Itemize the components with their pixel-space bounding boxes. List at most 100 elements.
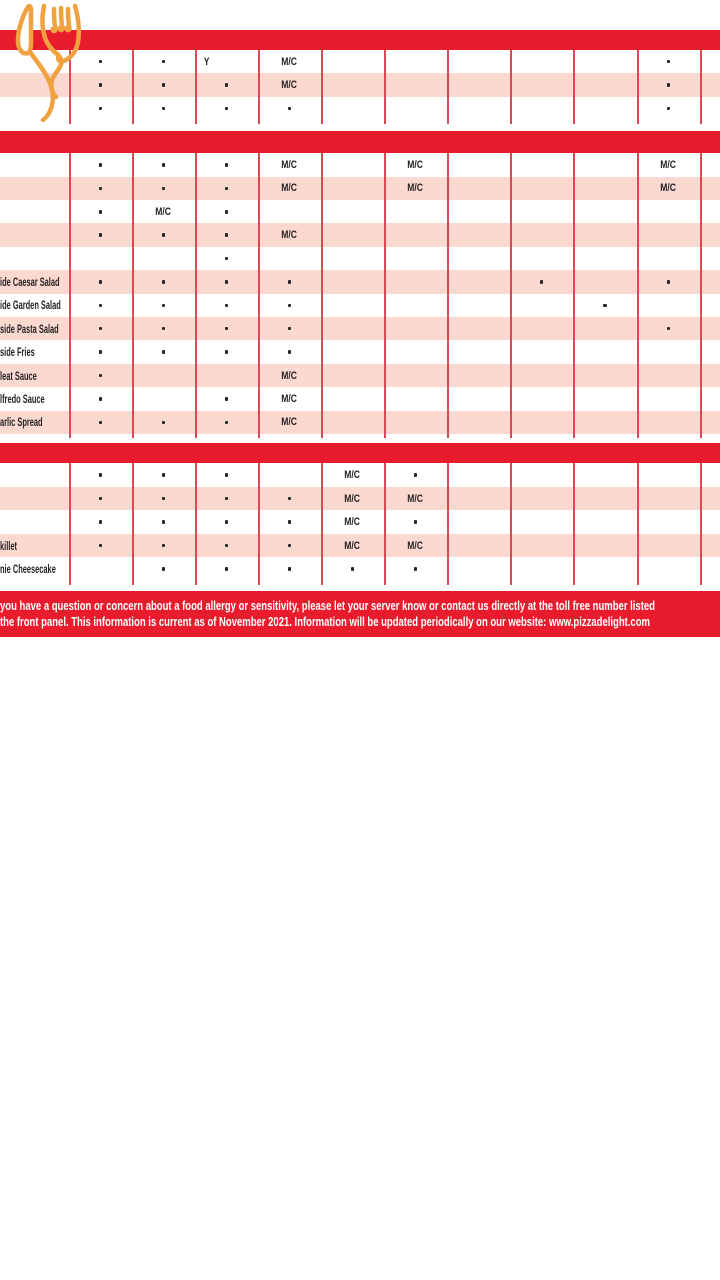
marker-dot [98, 496, 103, 501]
allergen-cell [69, 223, 132, 246]
marker-dot [224, 106, 229, 111]
marker-dot [666, 326, 671, 331]
allergen-cell [573, 294, 637, 317]
allergen-cell: M/C [321, 487, 384, 511]
allergen-cell: M/C [258, 73, 321, 96]
grid-line [69, 153, 71, 439]
marker-dot [161, 233, 166, 237]
allergen-cell [69, 364, 132, 387]
marker-dot [224, 567, 229, 571]
row-label: ide Garden Salad [0, 298, 61, 313]
marker-dot [161, 280, 166, 284]
allergen-cell [637, 317, 700, 340]
marker-dot [161, 59, 166, 64]
marker-text: M/C [281, 392, 298, 405]
table-row: leat Sauce M/C [0, 363, 720, 388]
marker-dot [224, 473, 229, 477]
allergen-cell [195, 510, 258, 534]
row-label: killet [0, 538, 17, 553]
marker-dot [224, 350, 229, 354]
allergen-cell [69, 510, 132, 534]
allergen-cell [132, 177, 195, 200]
marker-dot [539, 280, 544, 284]
table-row: M/C M/C M/C [0, 153, 720, 176]
marker-text: M/C [344, 539, 361, 552]
marker-dot [98, 83, 103, 87]
marker-dot [161, 496, 166, 501]
grid-line [700, 463, 702, 585]
allergen-cell [132, 270, 195, 293]
grid-line [384, 50, 386, 125]
marker-dot [413, 520, 418, 524]
allergen-cell [69, 317, 132, 340]
marker-dot [224, 326, 229, 331]
row-label: arlic Spread [0, 415, 43, 430]
allergen-cell [69, 177, 132, 200]
grid-line [384, 463, 386, 585]
marker-text: M/C [344, 492, 361, 505]
table-row: M/C [0, 223, 720, 247]
marker-dot [224, 280, 229, 284]
table-row: side Pasta Salad [0, 317, 720, 341]
marker-dot [98, 163, 103, 167]
allergen-cell [69, 73, 132, 96]
allergen-cell [258, 340, 321, 363]
allergen-cell [195, 247, 258, 270]
allergen-cell [258, 317, 321, 340]
marker-dot [161, 420, 166, 425]
allergen-cell [195, 294, 258, 317]
grid-line [132, 50, 134, 125]
marker-dot [287, 543, 292, 548]
allergen-cell [195, 270, 258, 293]
allergen-cell [69, 411, 132, 434]
marker-dot [98, 303, 103, 308]
marker-dot [287, 520, 292, 524]
allergen-cell [132, 557, 195, 581]
table-row: arlic Spread M/C [0, 410, 720, 434]
marker-dot [161, 163, 166, 167]
table-row: ide Garden Salad [0, 294, 720, 317]
allergen-cell [637, 270, 700, 293]
table-row: M/C M/C [0, 486, 720, 511]
allergen-cell [321, 557, 384, 581]
grid-line [321, 153, 323, 439]
grid-line [132, 463, 134, 585]
grid-line [195, 153, 197, 439]
allergen-cell: M/C [258, 411, 321, 434]
marker-dot [287, 567, 292, 571]
allergen-cell [69, 153, 132, 176]
marker-dot [224, 186, 229, 191]
marker-dot [98, 520, 103, 524]
allergen-cell [132, 487, 195, 511]
marker-dot [287, 106, 292, 111]
allergen-cell [69, 270, 132, 293]
marker-text: M/C [281, 158, 298, 171]
grid-line [447, 153, 449, 439]
allergen-cell [258, 510, 321, 534]
marker-dot [603, 303, 607, 308]
allergen-cell [195, 387, 258, 410]
grid-line [637, 153, 639, 439]
marker-text: M/C [344, 469, 361, 482]
table-row: ide Caesar Salad [0, 270, 720, 294]
allergen-cell: M/C [637, 177, 700, 200]
marker-dot [161, 303, 166, 308]
table-row: M/C [0, 463, 720, 487]
allergen-cell: M/C [132, 200, 195, 223]
section-bar [0, 442, 720, 464]
marker-dot [98, 106, 103, 111]
grid-line [69, 463, 71, 585]
grid-line [510, 50, 512, 125]
allergen-cell [132, 223, 195, 246]
grid-line [510, 463, 512, 585]
allergen-cell [132, 340, 195, 363]
allergen-cell [132, 50, 195, 73]
marker-dot [224, 163, 229, 167]
table-row: killet M/C M/C [0, 533, 720, 558]
marker-dot [98, 473, 103, 477]
marker-text: M/C [281, 182, 298, 195]
allergen-cell [637, 97, 700, 120]
marker-dot [413, 567, 418, 571]
marker-text: M/C [407, 492, 424, 505]
